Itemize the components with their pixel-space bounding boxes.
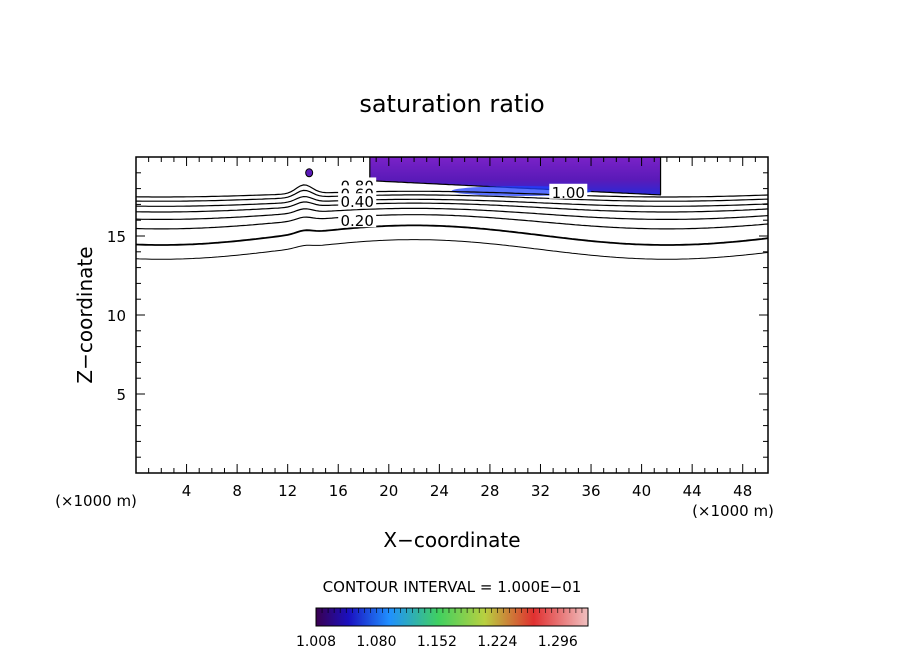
y-tick-label: 10 bbox=[107, 307, 126, 325]
contour-line bbox=[136, 189, 768, 202]
x-tick-label: 24 bbox=[430, 482, 449, 500]
contour-line bbox=[136, 214, 768, 230]
contour-label: 0.20 bbox=[340, 212, 373, 230]
contour-line bbox=[136, 184, 768, 198]
chart-title: saturation ratio bbox=[359, 90, 544, 118]
x-tick-label: 44 bbox=[683, 482, 702, 500]
x-axis-ticks: 4 8 12 16 20 24 28 32 36 40 44 48 bbox=[135, 157, 769, 500]
contour-line bbox=[136, 207, 768, 220]
x-tick-label: 4 bbox=[182, 482, 192, 500]
contour-label-bg bbox=[338, 193, 377, 209]
y-tick-label: 15 bbox=[107, 228, 126, 246]
contour-label-bg bbox=[338, 212, 377, 228]
x-tick-label: 48 bbox=[733, 482, 752, 500]
colorbar-tick-label: 1.224 bbox=[477, 634, 517, 650]
x-tick-label: 40 bbox=[632, 482, 651, 500]
x-axis-label: X−coordinate bbox=[383, 528, 520, 552]
supersaturated-cell bbox=[305, 168, 314, 178]
colorbar-tick-label: 1.008 bbox=[296, 634, 336, 650]
x-unit-right: (×1000 m) bbox=[692, 502, 774, 520]
y-tick-label: 5 bbox=[116, 386, 126, 404]
colorbar-ticks: 1.008 1.080 1.152 1.224 1.296 bbox=[296, 608, 589, 650]
contour-line bbox=[136, 201, 768, 213]
y-axis-ticks: 5 10 15 bbox=[107, 156, 768, 474]
contour-line bbox=[136, 195, 768, 207]
contour-line bbox=[136, 224, 768, 246]
contour-lines bbox=[136, 184, 768, 260]
x-tick-label: 20 bbox=[379, 482, 398, 500]
x-tick-label: 28 bbox=[480, 482, 499, 500]
colorbar bbox=[315, 607, 589, 627]
x-tick-label: 12 bbox=[278, 482, 297, 500]
x-tick-label: 36 bbox=[581, 482, 600, 500]
colorbar-tick-label: 1.296 bbox=[538, 634, 578, 650]
contour-label-bg bbox=[549, 183, 588, 199]
contour-label: 0.40 bbox=[340, 193, 373, 211]
contour-line bbox=[136, 239, 768, 260]
colorbar-tick-label: 1.080 bbox=[356, 634, 396, 650]
contour-label: 1.00 bbox=[552, 184, 585, 202]
x-tick-label: 16 bbox=[329, 482, 348, 500]
x-tick-label: 32 bbox=[531, 482, 550, 500]
x-unit-left: (×1000 m) bbox=[55, 492, 137, 510]
y-axis-label: Z−coordinate bbox=[73, 246, 97, 383]
x-tick-label: 8 bbox=[232, 482, 242, 500]
contour-interval-label: CONTOUR INTERVAL = 1.000E−01 bbox=[323, 578, 582, 596]
plot-frame bbox=[135, 156, 769, 474]
contour-labels: 0.800.600.400.201.00 bbox=[338, 177, 588, 230]
colorbar-tick-label: 1.152 bbox=[417, 634, 457, 650]
